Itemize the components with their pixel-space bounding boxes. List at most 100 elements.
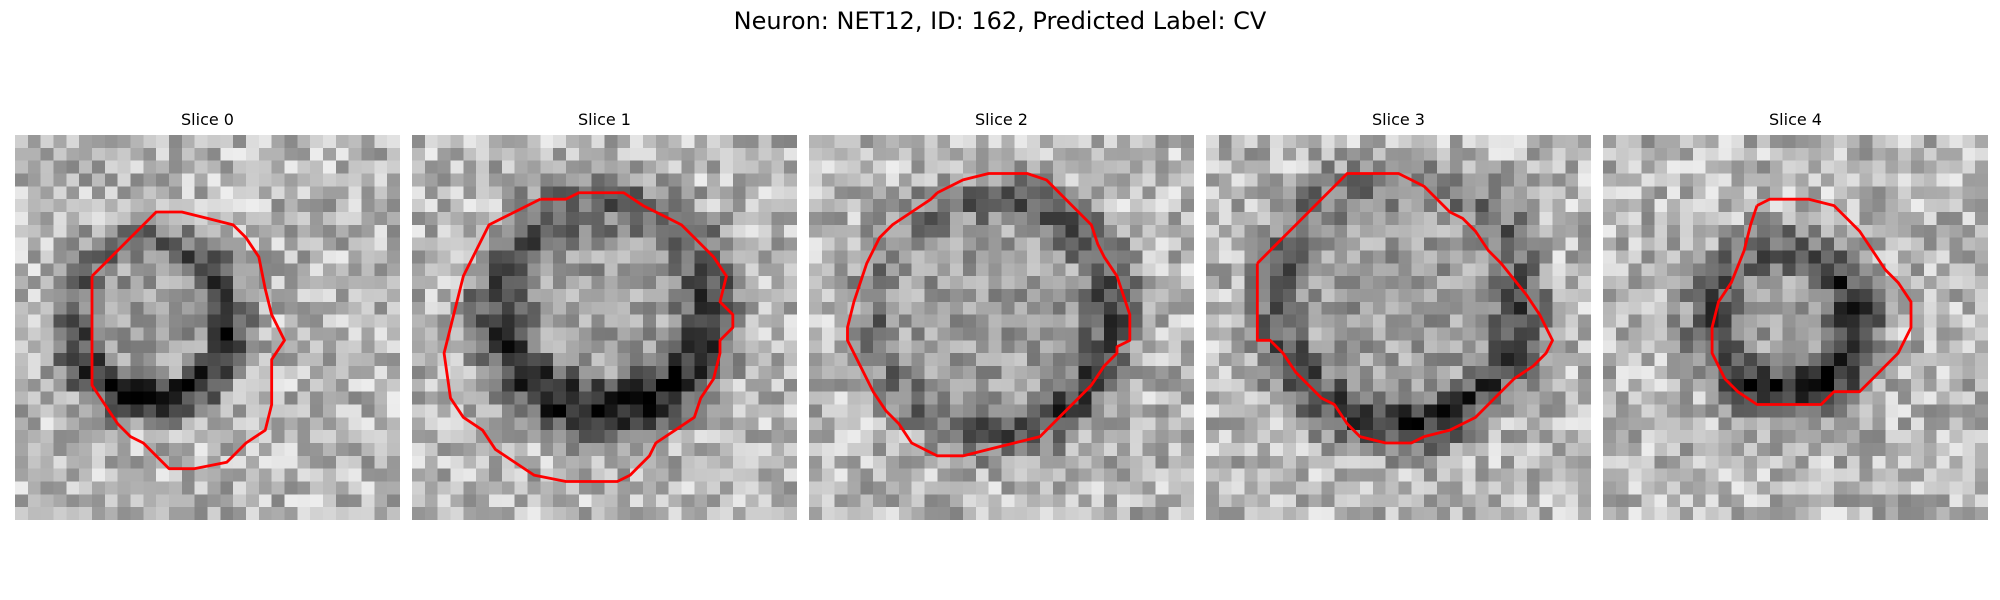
pixel xyxy=(540,314,554,328)
pixel xyxy=(1565,147,1579,161)
pixel xyxy=(566,173,580,187)
pixel xyxy=(1283,494,1297,508)
pixel xyxy=(809,263,823,277)
pixel xyxy=(220,301,234,315)
pixel xyxy=(335,173,349,187)
pixel xyxy=(1539,160,1553,174)
pixel xyxy=(1769,417,1783,431)
pixel xyxy=(924,147,938,161)
pixel xyxy=(1052,173,1066,187)
pixel xyxy=(591,237,605,251)
pixel xyxy=(758,250,772,264)
pixel xyxy=(553,263,567,277)
pixel xyxy=(1437,366,1451,380)
pixel xyxy=(27,173,41,187)
pixel xyxy=(1181,301,1194,315)
pixel xyxy=(1321,327,1335,341)
pixel xyxy=(361,404,375,418)
pixel xyxy=(1578,289,1591,303)
pixel xyxy=(130,160,144,174)
pixel xyxy=(130,340,144,354)
pixel xyxy=(1231,430,1245,444)
pixel xyxy=(1782,276,1796,290)
pixel xyxy=(387,250,400,264)
pixel xyxy=(950,507,964,520)
pixel xyxy=(578,173,592,187)
pixel xyxy=(1578,224,1591,238)
pixel xyxy=(720,443,734,457)
pixel xyxy=(194,468,208,482)
pixel xyxy=(1911,327,1925,341)
pixel xyxy=(246,160,260,174)
pixel xyxy=(963,468,977,482)
pixel xyxy=(1539,430,1553,444)
pixel xyxy=(604,289,618,303)
pixel xyxy=(950,404,964,418)
pixel xyxy=(668,224,682,238)
pixel xyxy=(540,417,554,431)
pixel xyxy=(40,301,54,315)
pixel xyxy=(1718,135,1732,149)
pixel xyxy=(1181,327,1194,341)
pixel xyxy=(1731,340,1745,354)
pixel xyxy=(463,378,477,392)
pixel xyxy=(1808,391,1822,405)
pixel xyxy=(1257,378,1271,392)
pixel xyxy=(143,481,157,495)
pixel xyxy=(1231,186,1245,200)
pixel xyxy=(630,443,644,457)
pixel xyxy=(1603,455,1617,469)
pixel xyxy=(771,276,785,290)
pixel xyxy=(66,391,80,405)
pixel xyxy=(1834,507,1848,520)
pixel xyxy=(655,507,669,520)
pixel xyxy=(988,455,1002,469)
pixel xyxy=(578,455,592,469)
pixel xyxy=(1667,186,1681,200)
pixel xyxy=(169,340,183,354)
pixel xyxy=(886,353,900,367)
pixel xyxy=(950,250,964,264)
pixel xyxy=(1782,314,1796,328)
pixel xyxy=(1001,263,1015,277)
pixel xyxy=(1949,276,1963,290)
pixel xyxy=(1206,327,1220,341)
pixel xyxy=(630,301,644,315)
pixel xyxy=(1718,340,1732,354)
pixel xyxy=(66,250,80,264)
pixel xyxy=(246,404,260,418)
pixel xyxy=(1962,314,1976,328)
pixel xyxy=(1578,507,1591,520)
pixel xyxy=(694,468,708,482)
pixel xyxy=(412,224,426,238)
pixel xyxy=(143,224,157,238)
pixel xyxy=(66,455,80,469)
pixel xyxy=(348,481,362,495)
pixel xyxy=(1449,430,1463,444)
pixel xyxy=(758,237,772,251)
pixel xyxy=(1424,237,1438,251)
pixel xyxy=(1501,366,1515,380)
pixel xyxy=(1385,250,1399,264)
pixel xyxy=(860,160,874,174)
pixel xyxy=(207,507,221,520)
pixel xyxy=(1295,289,1309,303)
pixel xyxy=(476,186,490,200)
pixel xyxy=(591,135,605,149)
pixel xyxy=(156,340,170,354)
pixel xyxy=(323,443,337,457)
pixel xyxy=(79,366,93,380)
pixel xyxy=(27,468,41,482)
pixel xyxy=(898,391,912,405)
pixel xyxy=(424,378,438,392)
pixel xyxy=(1526,481,1540,495)
pixel xyxy=(1385,404,1399,418)
pixel xyxy=(720,340,734,354)
pixel xyxy=(1321,237,1335,251)
pixel xyxy=(117,173,131,187)
pixel xyxy=(1641,276,1655,290)
pixel xyxy=(1911,404,1925,418)
pixel xyxy=(937,430,951,444)
pixel xyxy=(1014,301,1028,315)
pixel xyxy=(1424,263,1438,277)
